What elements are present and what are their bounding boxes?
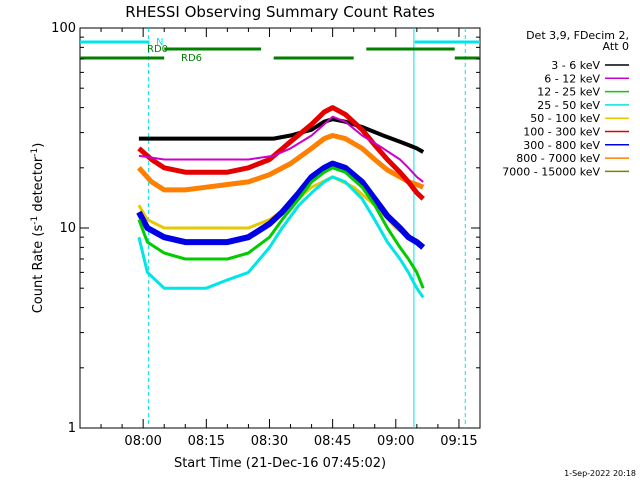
y-axis-label-sup2: -1 [30, 148, 40, 157]
y-axis-label-sup1: -1 [30, 216, 40, 225]
series-line-300-800-kev [136, 160, 426, 250]
series-line-12-25-kev [137, 166, 425, 289]
x-tick-label-09-00: 09:00 [377, 434, 414, 449]
state-bar-label-n: N [156, 37, 163, 48]
y-axis-label-mid: detector [31, 156, 46, 216]
legend-label-12-25-kev: 12 - 25 keV [537, 86, 600, 99]
x-tick-label-09-15: 09:15 [440, 434, 477, 449]
legend-label-100-300-kev: 100 - 300 keV [523, 126, 600, 139]
footer-timestamp: 1-Sep-2022 20:18 [564, 469, 636, 478]
y-tick-label-100: 100 [51, 21, 76, 36]
legend-label-6-12-kev: 6 - 12 keV [544, 72, 600, 85]
x-tick-label-08-00: 08:00 [124, 434, 161, 449]
chart-title: RHESSI Observing Summary Count Rates [125, 3, 435, 21]
x-axis-label: Start Time (21-Dec-16 07:45:02) [174, 456, 386, 471]
state-bar-label-rd6: RD6 [181, 53, 202, 64]
x-tick-label-08-45: 08:45 [314, 434, 351, 449]
series-line-6-12-kev [138, 115, 424, 183]
legend-label-7000-15000-kev: 7000 - 15000 keV [502, 165, 600, 178]
series-line-100-300-kev [137, 105, 425, 201]
series-layer [136, 105, 426, 299]
y-axis-ticks: 1 10 100 [51, 21, 480, 436]
y-tick-label-10: 10 [59, 221, 76, 236]
y-axis-label: Count Rate (s-1 detector-1) [30, 143, 46, 314]
y-axis-label-main: Count Rate (s [31, 225, 46, 314]
legend-header-line-1: Det 3,9, FDecim 2, [526, 29, 629, 42]
plot-frame [79, 27, 481, 429]
legend-header-line-2: Att 0 [603, 40, 629, 53]
y-axis-label-end: ) [31, 143, 46, 148]
y-tick-label-1: 1 [68, 421, 76, 436]
series-line-800-7000-kev [137, 133, 425, 193]
x-tick-label-08-30: 08:30 [251, 434, 288, 449]
state-bar-label-rd0: RD0 [147, 44, 168, 55]
legend-label-50-100-kev: 50 - 100 keV [530, 112, 600, 125]
legend-label-300-800-kev: 300 - 800 keV [523, 139, 600, 152]
series-line-25-50-kev [137, 175, 425, 299]
legend-label-3-6-kev: 3 - 6 keV [551, 59, 600, 72]
x-axis-ticks: 08:00 08:15 08:30 08:45 09:00 09:15 [79, 28, 481, 449]
legend-label-800-7000-kev: 800 - 7000 keV [516, 152, 600, 165]
legend-label-25-50-kev: 25 - 50 keV [537, 99, 600, 112]
x-tick-label-08-15: 08:15 [188, 434, 225, 449]
